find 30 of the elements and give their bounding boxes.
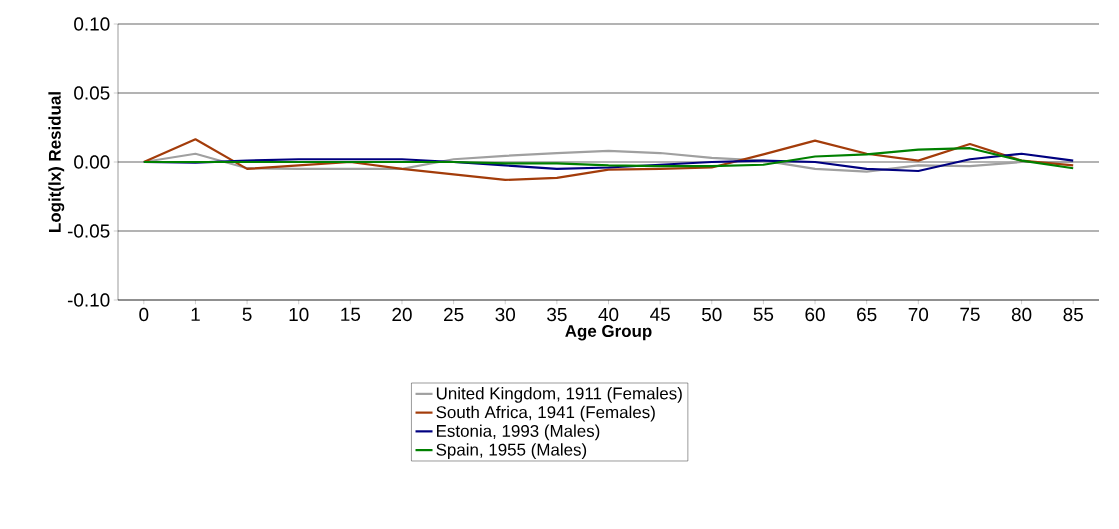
x-tick-label: 0 [139,307,149,322]
y-tick-label: 0.00 [74,155,110,169]
x-tick-label: 15 [341,307,361,321]
x-tick-label: 20 [392,307,412,322]
y-axis-title: Logit(lx) Residual [48,92,65,232]
y-tick-label: 0.05 [74,86,110,100]
y-tick-label: -0.10 [67,293,110,307]
legend-label: Spain, 1955 (Males) [436,443,587,460]
x-tick-label: 45 [650,307,670,321]
x-tick-label: 80 [1011,307,1032,322]
x-tick-label: 1 [191,307,200,321]
x-tick-label: 5 [242,307,252,321]
x-tick-label: 50 [701,307,722,322]
x-tick-label: 70 [908,307,929,322]
x-tick-label: 30 [495,307,516,322]
x-tick-label: 55 [753,307,774,321]
x-tick-label: 35 [547,307,567,322]
legend-label: South Africa, 1941 (Females) [436,405,655,422]
legend-label: United Kingdom, 1911 (Females) [436,387,682,403]
x-tick-label: 40 [598,307,619,322]
legend-label: Estonia, 1993 (Males) [437,424,600,441]
y-tick-label: 0.10 [74,17,110,31]
x-axis-title: Age Group [565,325,652,341]
x-tick-label: 75 [960,307,980,321]
x-tick-label: 85 [1063,307,1083,322]
x-tick-label: 10 [289,307,309,322]
x-tick-label: 65 [857,307,877,322]
y-tick-label: -0.05 [67,224,110,238]
x-tick-label: 25 [444,307,464,322]
x-tick-label: 60 [805,307,825,322]
